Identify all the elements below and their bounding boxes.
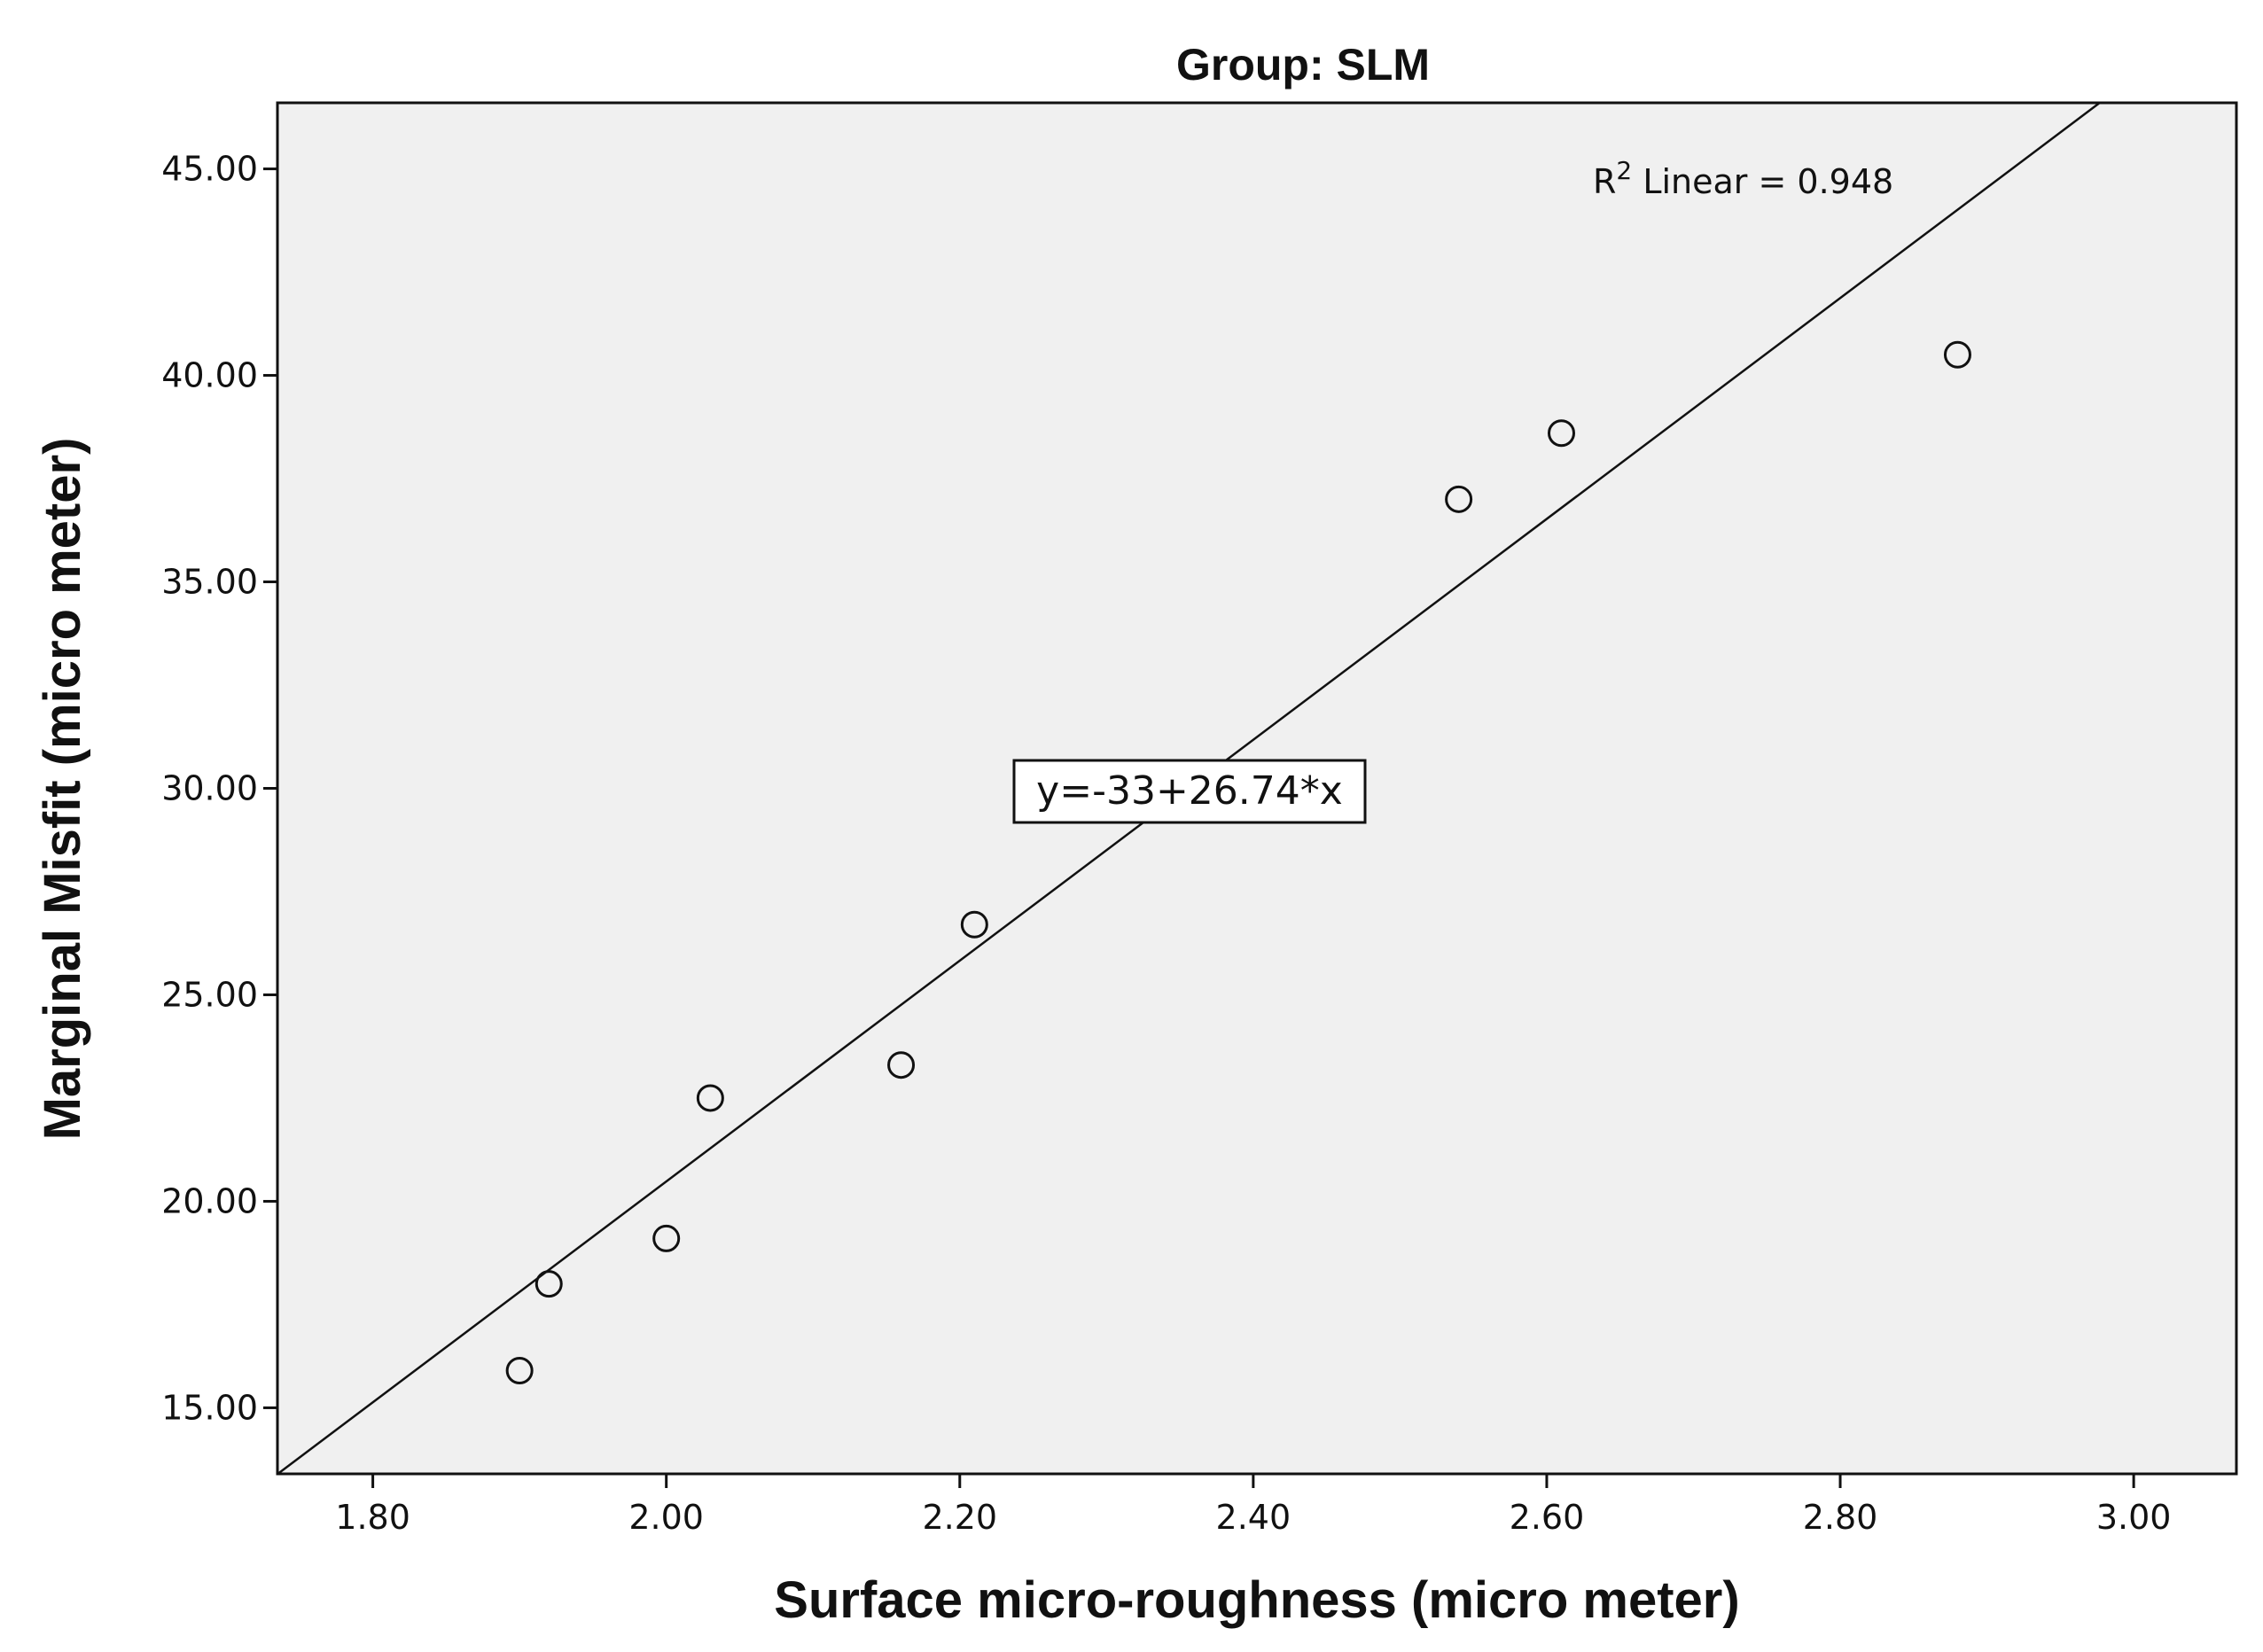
r2-prefix: R: [1593, 162, 1616, 201]
x-tick-label: 2.80: [1803, 1498, 1878, 1537]
y-tick-label: 45.00: [161, 150, 258, 189]
r2-suffix: Linear = 0.948: [1632, 162, 1893, 201]
y-tick-label: 30.00: [161, 769, 258, 808]
y-axis-ticks: 15.00 20.00 25.00 30.00 35.00 40.00 45.00: [161, 150, 277, 1427]
chart-title: Group: SLM: [1176, 40, 1430, 90]
y-axis-title: Marginal Misfit (micro meter): [34, 438, 91, 1141]
y-tick-label: 15.00: [161, 1388, 258, 1427]
equation-box: [1012, 759, 1367, 824]
y-tick-label: 25.00: [161, 975, 258, 1014]
x-tick-label: 2.60: [1510, 1498, 1585, 1537]
data-point: [535, 1270, 563, 1298]
x-tick-label: 3.00: [2096, 1498, 2172, 1537]
x-tick-label: 2.00: [628, 1498, 704, 1537]
x-tick-label: 2.40: [1216, 1498, 1291, 1537]
data-point: [652, 1224, 681, 1252]
y-tick-label: 40.00: [161, 356, 258, 395]
data-point: [960, 910, 988, 939]
data-point: [1445, 485, 1473, 513]
data-point: [1943, 340, 1971, 369]
data-points: [505, 340, 1971, 1385]
data-point: [887, 1051, 916, 1079]
x-tick-label: 2.20: [922, 1498, 997, 1537]
r2-superscript: 2: [1616, 156, 1632, 185]
y-tick-label: 35.00: [161, 563, 258, 602]
x-axis-ticks: 1.80 2.00 2.20 2.40 2.60 2.80 3.00: [335, 1474, 2171, 1537]
y-tick-label: 20.00: [161, 1181, 258, 1220]
x-tick-label: 1.80: [335, 1498, 410, 1537]
data-point: [1548, 419, 1576, 448]
r2-annotation: R2 Linear = 0.948: [1593, 156, 1893, 201]
equation-label: y=-33+26.74*x: [1036, 768, 1343, 814]
data-point: [505, 1357, 534, 1385]
data-point: [696, 1084, 724, 1112]
x-axis-title: Surface micro-roughness (micro meter): [774, 1571, 1739, 1629]
